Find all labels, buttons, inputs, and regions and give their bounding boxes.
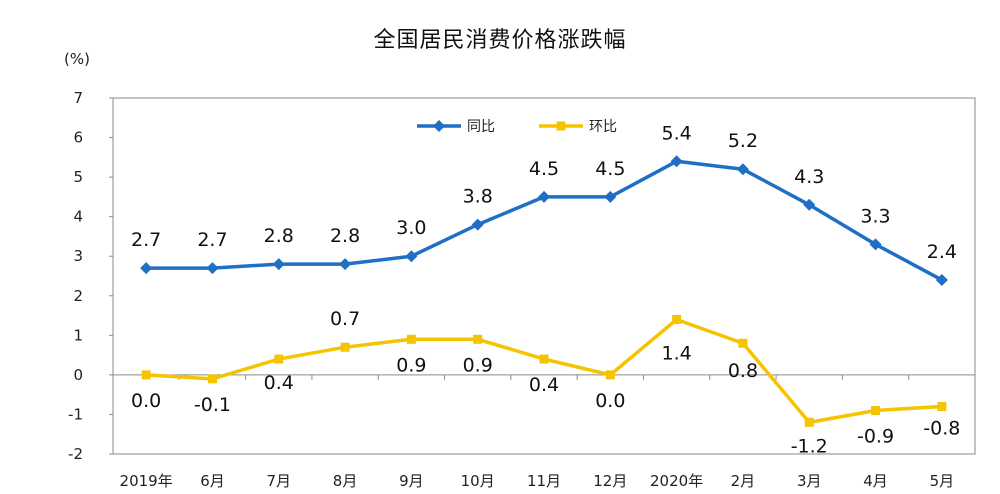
data-label-yoy: 5.2: [728, 130, 758, 152]
data-point-yoy: [604, 190, 617, 203]
data-point-yoy: [736, 163, 749, 176]
series-line-mom: [146, 317, 942, 425]
data-point-mom: [871, 405, 881, 415]
data-label-mom: -0.1: [194, 394, 231, 416]
data-label-mom: 0.9: [463, 354, 493, 376]
data-label-yoy: 4.5: [595, 158, 625, 180]
plot-frame: [112, 97, 976, 455]
x-tick-label: 9月: [399, 472, 424, 490]
data-label-mom: 0.0: [131, 390, 161, 412]
data-point-mom: [406, 334, 416, 344]
y-tick-label: -1: [68, 405, 83, 423]
data-label-yoy: 2.7: [197, 229, 227, 251]
legend-marker-yoy: [433, 120, 445, 132]
legend-label-mom: 环比: [589, 119, 617, 135]
x-tick-label: 5月: [930, 472, 955, 490]
data-label-yoy: 3.8: [463, 186, 493, 208]
y-tick-label: 7: [73, 89, 83, 107]
legend-label-yoy: 同比: [467, 119, 495, 135]
x-tick-label: 2019年: [120, 472, 173, 490]
data-label-mom: -1.2: [791, 435, 828, 457]
y-tick-label: 3: [73, 247, 83, 265]
data-label-mom: 0.0: [595, 390, 625, 412]
data-label-mom: 0.8: [728, 360, 758, 382]
data-label-mom: -0.8: [923, 418, 960, 440]
y-tick-label: 4: [73, 208, 83, 226]
data-point-yoy: [206, 262, 219, 275]
data-point-yoy: [803, 198, 816, 211]
y-tick-label: -2: [68, 445, 83, 463]
data-point-yoy: [140, 262, 153, 275]
x-tick-label: 7月: [266, 472, 291, 490]
y-tick-label: 5: [73, 168, 83, 186]
data-point-mom: [340, 342, 350, 352]
y-tick-label: 2: [73, 287, 83, 305]
y-tick-label: 1: [73, 326, 83, 344]
x-tick-label: 2020年: [650, 472, 703, 490]
data-label-yoy: 2.4: [927, 241, 957, 263]
data-label-yoy: 2.7: [131, 229, 161, 251]
x-tick-label: 4月: [863, 472, 888, 490]
data-point-yoy: [670, 155, 683, 168]
data-label-yoy: 4.5: [529, 158, 559, 180]
data-label-mom: 0.7: [330, 308, 360, 330]
data-point-mom: [539, 354, 549, 364]
data-label-yoy: 5.4: [662, 122, 692, 144]
x-tick-label: 12月: [593, 472, 627, 490]
data-label-yoy: 2.8: [330, 225, 360, 247]
data-point-mom: [672, 315, 682, 325]
data-point-yoy: [405, 250, 418, 263]
data-point-mom: [207, 374, 217, 384]
x-tick-label: 3月: [797, 472, 822, 490]
data-label-yoy: 4.3: [794, 166, 824, 188]
data-point-mom: [473, 334, 483, 344]
data-point-yoy: [471, 218, 484, 231]
data-point-yoy: [935, 273, 948, 286]
chart-title: 全国居民消费价格涨跌幅: [373, 28, 627, 53]
data-label-mom: 0.4: [529, 374, 559, 396]
data-point-mom: [274, 354, 284, 364]
data-point-yoy: [869, 238, 882, 251]
data-point-yoy: [538, 190, 550, 203]
data-point-yoy: [272, 258, 285, 271]
data-label-mom: 0.4: [264, 372, 294, 394]
data-point-yoy: [339, 258, 352, 271]
data-label-mom: 0.9: [396, 354, 426, 376]
x-tick-label: 10月: [461, 472, 495, 490]
data-point-mom: [605, 370, 615, 380]
y-tick-label: 6: [73, 129, 83, 147]
data-point-mom: [937, 402, 947, 412]
x-tick-label: 8月: [333, 472, 358, 490]
legend-marker-mom: [556, 121, 566, 131]
data-label-yoy: 2.8: [264, 225, 294, 247]
data-point-mom: [141, 370, 151, 380]
y-axis-unit: (%): [64, 50, 90, 68]
data-point-mom: [738, 338, 748, 348]
x-tick-label: 11月: [527, 472, 561, 490]
x-tick-label: 2月: [731, 472, 756, 490]
data-label-mom: -0.9: [857, 425, 894, 447]
data-label-mom: 1.4: [662, 343, 692, 365]
x-tick-label: 6月: [200, 472, 225, 490]
data-label-yoy: 3.0: [396, 217, 426, 239]
data-label-yoy: 3.3: [860, 205, 890, 227]
y-tick-label: 0: [73, 366, 83, 384]
data-point-mom: [804, 417, 814, 427]
